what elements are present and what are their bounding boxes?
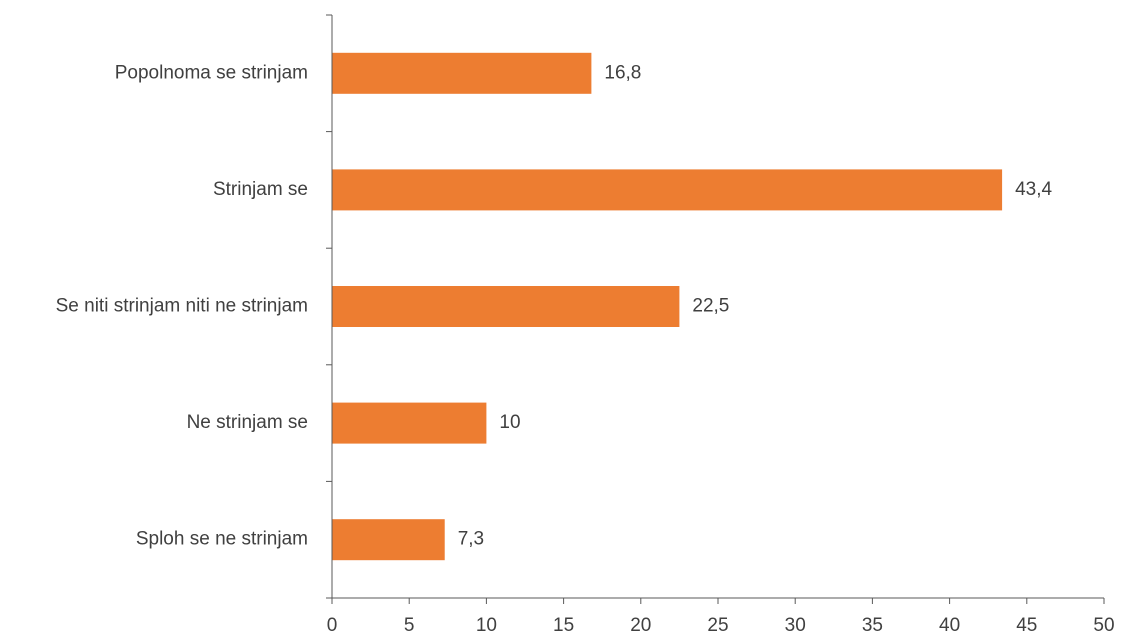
value-label: 16,8 bbox=[604, 62, 641, 83]
x-tick-label: 50 bbox=[1093, 615, 1114, 636]
x-tick-label: 30 bbox=[785, 615, 806, 636]
category-label: Popolnoma se strinjam bbox=[115, 62, 308, 83]
category-label: Strinjam se bbox=[213, 179, 308, 200]
category-label: Se niti strinjam niti ne strinjam bbox=[56, 296, 308, 317]
value-label: 22,5 bbox=[692, 296, 729, 317]
x-tick-label: 20 bbox=[630, 615, 651, 636]
x-tick-label: 25 bbox=[707, 615, 728, 636]
bar-3 bbox=[332, 402, 487, 444]
labels-group: Popolnoma se strinjam 16,8 Strinjam se 43,4… bbox=[56, 62, 1115, 636]
value-label: 10 bbox=[499, 412, 520, 433]
bar-0 bbox=[332, 52, 592, 94]
x-tick-label: 45 bbox=[1016, 615, 1037, 636]
value-label: 7,3 bbox=[458, 529, 484, 550]
bars-group bbox=[332, 52, 1003, 561]
bar-4 bbox=[332, 519, 445, 561]
x-tick-label: 10 bbox=[476, 615, 497, 636]
x-tick-label: 5 bbox=[404, 615, 415, 636]
x-tick-label: 15 bbox=[553, 615, 574, 636]
bar-2 bbox=[332, 286, 680, 327]
x-tick-label: 40 bbox=[939, 615, 960, 636]
axes-group bbox=[326, 14, 1105, 604]
category-label: Sploh se ne strinjam bbox=[136, 529, 308, 550]
x-tick-label: 35 bbox=[862, 615, 883, 636]
bar-1 bbox=[332, 169, 1003, 211]
x-tick-label: 0 bbox=[327, 615, 338, 636]
category-label: Ne strinjam se bbox=[187, 412, 308, 433]
value-label: 43,4 bbox=[1015, 179, 1052, 200]
